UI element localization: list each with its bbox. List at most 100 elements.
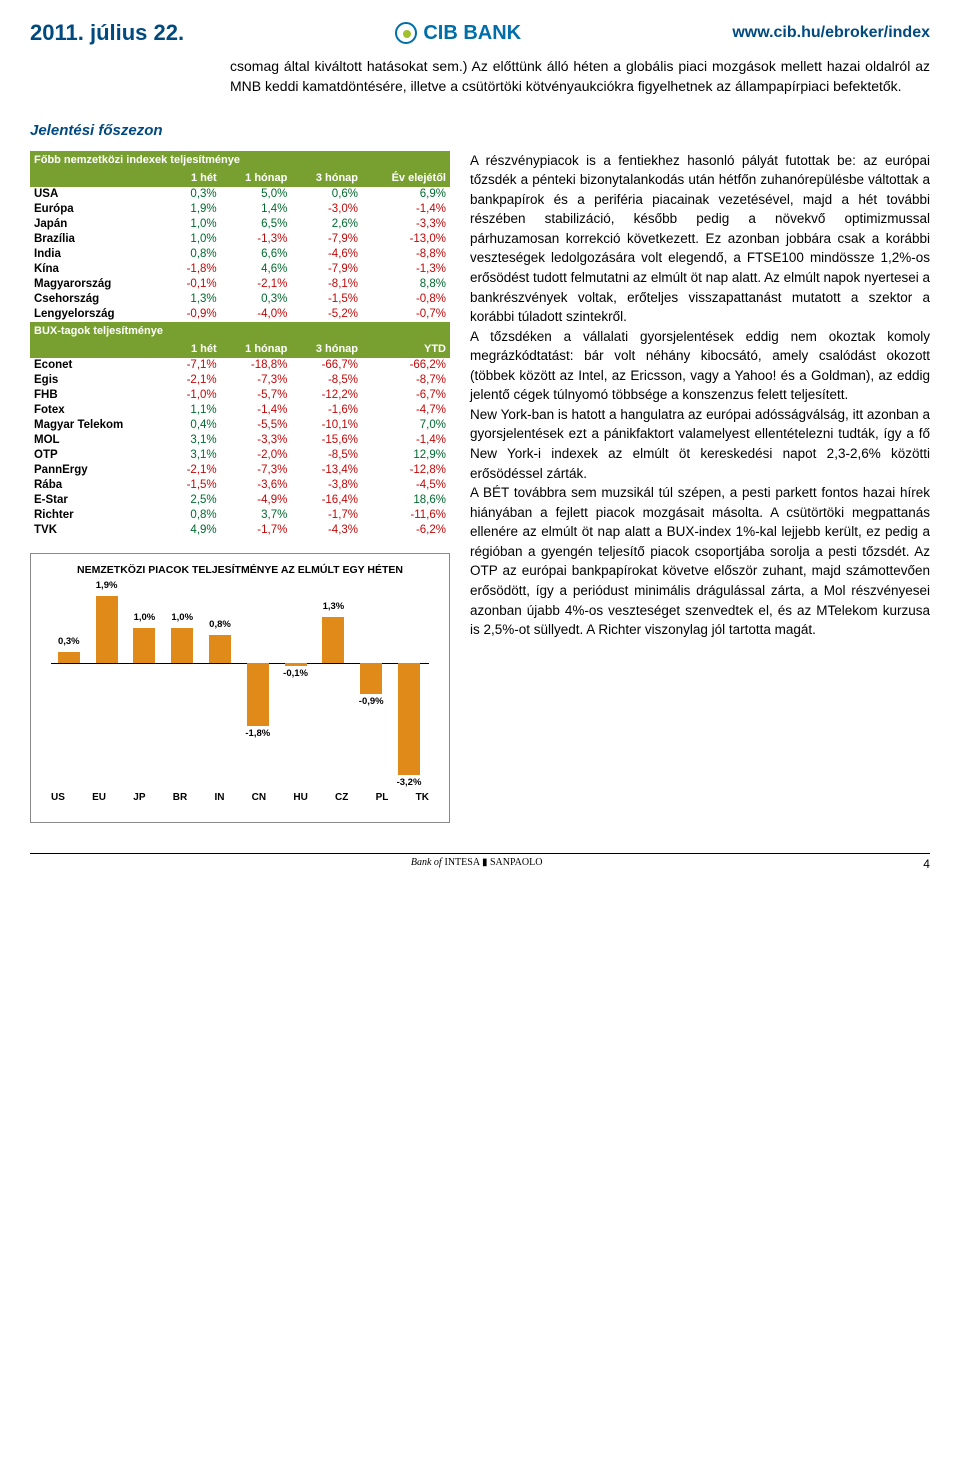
logo-icon	[395, 22, 417, 44]
logo-text: CIB BANK	[423, 22, 521, 45]
chart-axis-label: CN	[252, 792, 266, 803]
table-row: TVK4,9%-1,7%-4,3%-6,2%	[30, 523, 450, 538]
table-cell: -8,1%	[291, 277, 362, 292]
table-cell: -3,3%	[362, 217, 450, 232]
table-cell: 4,6%	[221, 262, 292, 277]
chart-label: -3,2%	[389, 777, 429, 788]
table-cell: E-Star	[30, 493, 167, 508]
intl-table-header: Főbb nemzetközi indexek teljesítménye	[30, 151, 450, 169]
col-header: 1 hét	[167, 169, 221, 187]
table-cell: -11,6%	[362, 508, 450, 523]
table-row: Európa1,9%1,4%-3,0%-1,4%	[30, 202, 450, 217]
table-cell: -4,5%	[362, 478, 450, 493]
col-header	[30, 340, 167, 358]
table-cell: -7,9%	[291, 262, 362, 277]
table-row: FHB-1,0%-5,7%-12,2%-6,7%	[30, 388, 450, 403]
table-cell: Brazília	[30, 232, 167, 247]
table-cell: 3,1%	[167, 433, 221, 448]
bank-logo: CIB BANK	[395, 22, 521, 45]
table-cell: -0,1%	[167, 277, 221, 292]
header-url: www.cib.hu/ebroker/index	[732, 24, 930, 42]
table-cell: 18,6%	[362, 493, 450, 508]
col-header: 1 hónap	[221, 340, 292, 358]
table-row: Econet-7,1%-18,8%-66,7%-66,2%	[30, 358, 450, 373]
chart-axis-label: IN	[214, 792, 224, 803]
table-row: Kína-1,8%4,6%-7,9%-1,3%	[30, 262, 450, 277]
table-cell: -7,1%	[167, 358, 221, 373]
table-cell: -66,2%	[362, 358, 450, 373]
table-cell: 0,6%	[291, 187, 362, 202]
table-cell: 1,1%	[167, 403, 221, 418]
table-cell: -4,9%	[221, 493, 292, 508]
table-cell: -12,8%	[362, 463, 450, 478]
table-cell: -15,6%	[291, 433, 362, 448]
table-cell: 5,0%	[221, 187, 292, 202]
body-paragraph: A tőzsdéken a vállalati gyorsjelentések …	[470, 327, 930, 405]
table-row: MOL3,1%-3,3%-15,6%-1,4%	[30, 433, 450, 448]
table-cell: 2,6%	[291, 217, 362, 232]
chart-bar	[360, 663, 382, 695]
table-cell: 1,0%	[167, 217, 221, 232]
table-cell: -4,0%	[221, 307, 292, 322]
table-cell: -7,3%	[221, 373, 292, 388]
table-cell: -2,1%	[167, 463, 221, 478]
table-cell: FHB	[30, 388, 167, 403]
chart-axis-label: BR	[173, 792, 187, 803]
table-cell: -6,2%	[362, 523, 450, 538]
table-row: Lengyelország-0,9%-4,0%-5,2%-0,7%	[30, 307, 450, 322]
col-header: Év elejétől	[362, 169, 450, 187]
table-cell: -8,8%	[362, 247, 450, 262]
table-cell: 7,0%	[362, 418, 450, 433]
table-cell: -4,3%	[291, 523, 362, 538]
table-cell: -0,8%	[362, 292, 450, 307]
chart-axis-label: JP	[133, 792, 145, 803]
table-cell: -1,3%	[221, 232, 292, 247]
table-row: Richter0,8%3,7%-1,7%-11,6%	[30, 508, 450, 523]
table-cell: -2,1%	[167, 373, 221, 388]
table-row: Egis-2,1%-7,3%-8,5%-8,7%	[30, 373, 450, 388]
page-number: 4	[923, 857, 930, 871]
table-cell: -1,5%	[291, 292, 362, 307]
table-cell: 6,6%	[221, 247, 292, 262]
table-cell: -1,5%	[167, 478, 221, 493]
table-cell: 6,5%	[221, 217, 292, 232]
table-cell: Egis	[30, 373, 167, 388]
table-cell: -1,8%	[167, 262, 221, 277]
table-cell: -6,7%	[362, 388, 450, 403]
table-row: USA0,3%5,0%0,6%6,9%	[30, 187, 450, 202]
table-cell: 3,7%	[221, 508, 292, 523]
table-cell: -3,0%	[291, 202, 362, 217]
chart-bar	[133, 628, 155, 663]
chart-bar	[58, 652, 80, 663]
chart-bar	[96, 596, 118, 663]
table-cell: -2,0%	[221, 448, 292, 463]
table-cell: -1,4%	[221, 403, 292, 418]
table-row: Csehország1,3%0,3%-1,5%-0,8%	[30, 292, 450, 307]
table-cell: 0,8%	[167, 247, 221, 262]
table-cell: -8,5%	[291, 448, 362, 463]
section-title: Jelentési főszezon	[30, 122, 930, 139]
chart-bar	[398, 663, 420, 775]
table-cell: -1,6%	[291, 403, 362, 418]
table-cell: 4,9%	[167, 523, 221, 538]
chart-bar	[171, 628, 193, 663]
table-cell: 12,9%	[362, 448, 450, 463]
table-row: India0,8%6,6%-4,6%-8,8%	[30, 247, 450, 262]
table-row: E-Star2,5%-4,9%-16,4%18,6%	[30, 493, 450, 508]
table-cell: Magyar Telekom	[30, 418, 167, 433]
document-date: 2011. július 22.	[30, 20, 184, 46]
table-cell: -4,7%	[362, 403, 450, 418]
table-row: OTP3,1%-2,0%-8,5%12,9%	[30, 448, 450, 463]
chart-label: 1,0%	[124, 612, 164, 623]
table-cell: 2,5%	[167, 493, 221, 508]
table-cell: MOL	[30, 433, 167, 448]
table-cell: TVK	[30, 523, 167, 538]
table-cell: PannErgy	[30, 463, 167, 478]
table-cell: -13,4%	[291, 463, 362, 478]
table-cell: -1,4%	[362, 202, 450, 217]
table-cell: Európa	[30, 202, 167, 217]
table-cell: 3,1%	[167, 448, 221, 463]
table-cell: OTP	[30, 448, 167, 463]
table-cell: Kína	[30, 262, 167, 277]
chart-bar	[285, 663, 307, 667]
